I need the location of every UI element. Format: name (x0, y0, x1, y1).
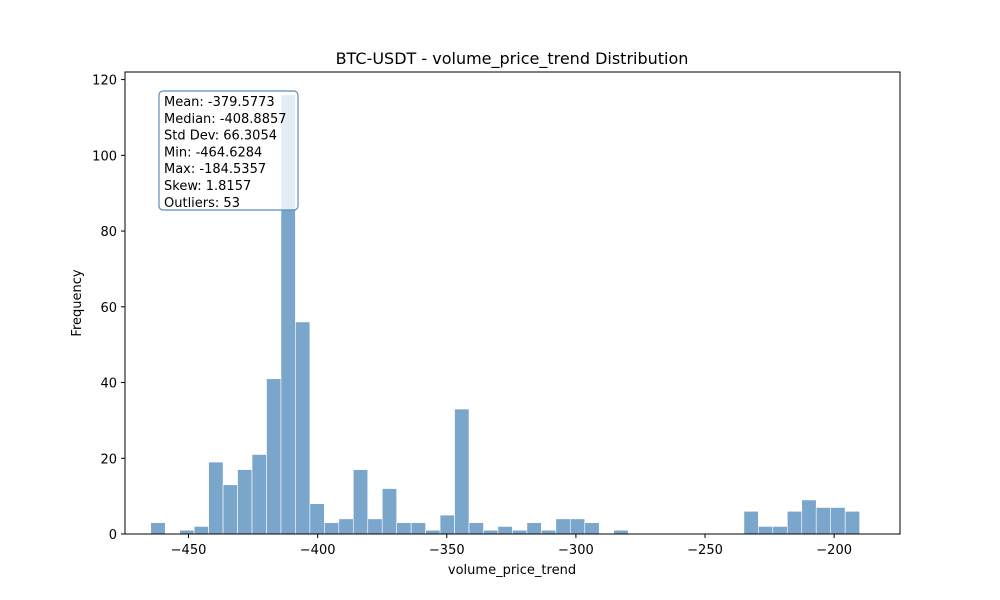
histogram-bar (584, 522, 600, 535)
x-tick-label: −200 (816, 543, 852, 558)
y-tick-label: 100 (92, 149, 117, 164)
histogram-bar (772, 526, 788, 535)
histogram-bar (786, 510, 803, 535)
histogram-bar (569, 518, 586, 535)
stats-line: Median: -408.8857 (164, 112, 287, 127)
x-tick-label: −300 (558, 543, 594, 558)
stats-box-frame (158, 90, 299, 211)
histogram-bar (396, 522, 412, 535)
histogram-bar (309, 503, 325, 535)
stats-box: Mean: -379.5773 Median: -408.8857 Std Dev:… (158, 90, 299, 211)
histogram-bar (352, 469, 369, 535)
histogram-bar (555, 518, 571, 535)
stats-line: Max: -184.5357 (164, 162, 266, 177)
histogram-bar (208, 461, 224, 535)
x-tick-label: −250 (687, 543, 723, 558)
histogram-bar (801, 499, 817, 535)
x-tick-label: −400 (300, 543, 336, 558)
histogram-bar (743, 510, 759, 535)
stats-line: Min: -464.6284 (164, 145, 262, 160)
x-tick-label: −450 (171, 543, 207, 558)
histogram-bar (410, 522, 426, 535)
histogram-bar (222, 484, 238, 535)
histogram-bar (815, 507, 831, 535)
x-axis-label: volume_price_trend (448, 563, 576, 578)
histogram-bar (338, 518, 354, 535)
histogram-bar (150, 522, 166, 535)
histogram-bar (439, 514, 455, 535)
histogram-bar (844, 510, 860, 535)
histogram-bar (758, 526, 774, 535)
plot-frame (124, 71, 901, 535)
x-tick-label: −350 (429, 543, 465, 558)
histogram-bar (179, 529, 195, 535)
histogram-bar (830, 507, 846, 535)
histogram-bar (237, 469, 253, 535)
y-tick-label: 40 (100, 377, 117, 392)
y-tick-label: 60 (100, 301, 117, 316)
histogram-bar (497, 526, 513, 535)
histogram-bar (512, 529, 528, 535)
y-tick-label: 0 (109, 528, 117, 543)
chart-title: BTC-USDT - volume_price_trend Distributi… (336, 49, 689, 69)
histogram-bar (367, 518, 383, 535)
histogram-bar (526, 522, 542, 535)
stats-line: Mean: -379.5773 (164, 95, 275, 110)
histogram-bar (381, 488, 397, 535)
x-axis-ticks: −450 −400 −350 −300 −250 −200 (171, 534, 852, 558)
histogram-bar (468, 522, 484, 535)
stats-line: Std Dev: 66.3054 (164, 129, 277, 144)
y-tick-label: 20 (100, 452, 117, 467)
histogram-bar (251, 454, 267, 535)
y-tick-label: 80 (100, 225, 117, 240)
stats-line: Outliers: 53 (164, 196, 240, 211)
stats-line: Skew: 1.8157 (164, 179, 251, 194)
histogram-bar (454, 408, 470, 535)
histogram-bar (613, 529, 629, 535)
histogram-bar (425, 529, 441, 535)
y-tick-label: 120 (92, 74, 117, 89)
histogram-bar (295, 321, 311, 535)
histogram-bar (324, 522, 340, 535)
histogram-bar (483, 529, 499, 535)
histogram-bar (193, 526, 209, 535)
histogram-bar (541, 529, 557, 535)
y-axis-ticks: 0 20 40 60 80 100 120 (92, 74, 125, 543)
histogram-bar (266, 378, 282, 535)
y-axis-label: Frequency (70, 269, 85, 336)
